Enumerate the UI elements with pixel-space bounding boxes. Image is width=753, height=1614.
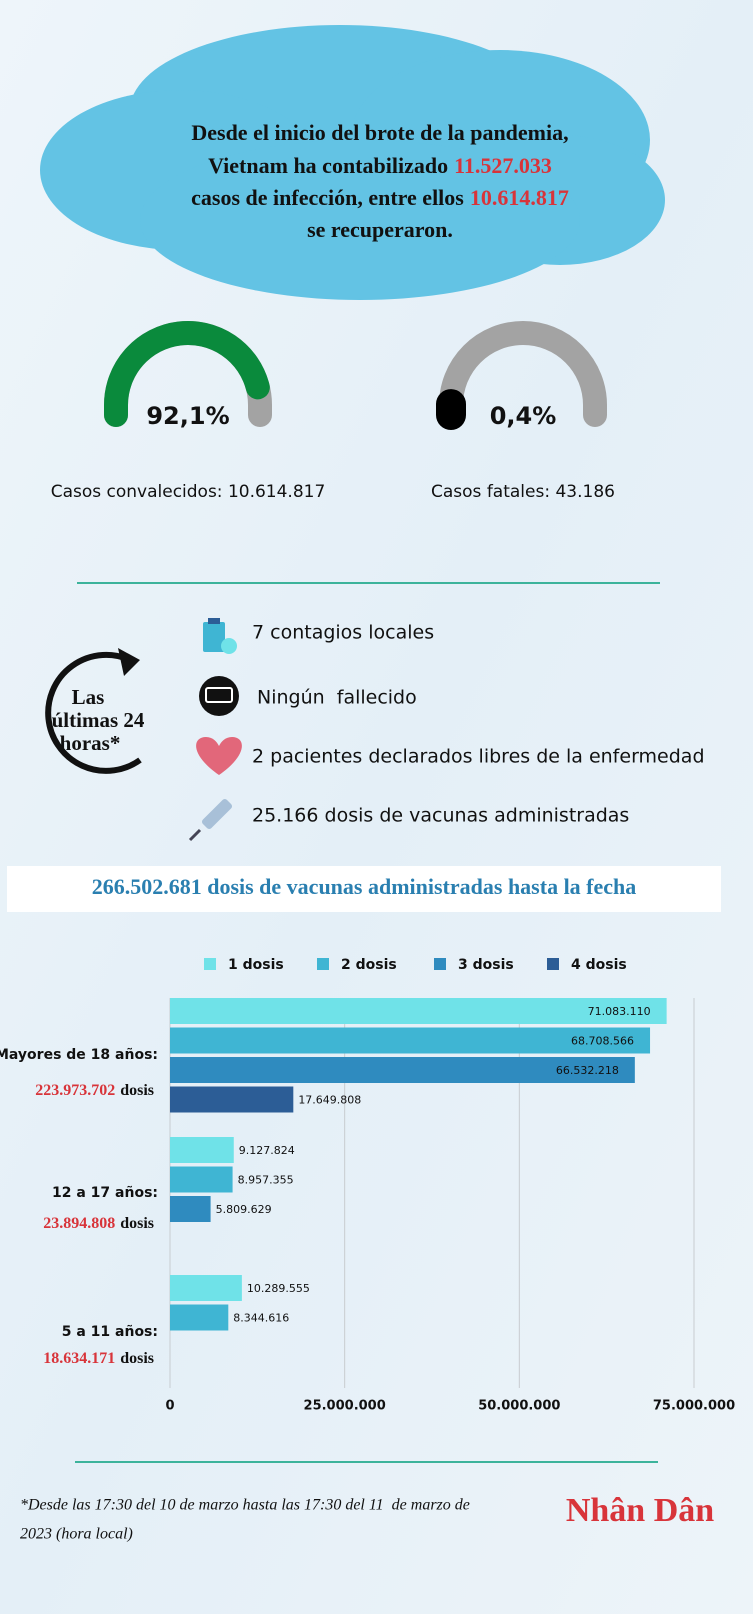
bar — [170, 1086, 294, 1113]
x-tick-label: 0 — [165, 1399, 174, 1414]
legend-swatch — [434, 958, 446, 970]
category-total: 18.634.171 dosis — [43, 1350, 154, 1367]
category-total-unit: dosis — [120, 1350, 154, 1367]
logo: Nhân Dân — [566, 1492, 714, 1529]
legend-label: 2 dosis — [341, 957, 397, 973]
banner-box — [7, 866, 721, 912]
gauge-label: 0,4% — [490, 402, 557, 430]
icon-heart — [196, 737, 242, 775]
x-tick-label: 50.000.000 — [478, 1399, 560, 1414]
gauge-caption: Casos fatales: 43.186 — [431, 482, 615, 502]
category-label: 12 a 17 años: — [52, 1185, 158, 1201]
bar — [170, 1027, 651, 1054]
category-total-unit: dosis — [120, 1082, 154, 1099]
header-line: se recuperaron. — [307, 217, 453, 242]
last24-item: 7 contagios locales — [252, 622, 434, 644]
value-label: 17.649.808 — [298, 1094, 361, 1107]
legend-swatch — [547, 958, 559, 970]
bar — [170, 1275, 242, 1301]
gauge-label: 92,1% — [146, 402, 229, 430]
value-label: 71.083.110 — [588, 1005, 651, 1018]
bar — [170, 1304, 229, 1331]
value-label: 5.809.629 — [216, 1203, 272, 1216]
header-line: Desde el inicio del brote de la pandemia… — [191, 120, 568, 145]
category-label: Mayores de 18 años: — [0, 1047, 158, 1063]
header-line: Vietnam ha contabilizado 11.527.033 — [208, 153, 552, 178]
last24-title: últimas 24 — [52, 708, 145, 732]
footnote: 2023 (hora local) — [20, 1526, 133, 1543]
bar — [170, 1196, 211, 1222]
gauge-caption: Casos convalecidos: 10.614.817 — [51, 482, 326, 502]
last24-title: Las — [72, 685, 105, 709]
last24-item: Ningún fallecido — [257, 687, 417, 709]
legend-label: 4 dosis — [571, 957, 627, 973]
bar — [170, 1057, 635, 1083]
header-line: casos de infección, entre ellos 10.614.81… — [191, 185, 569, 210]
bar — [170, 1137, 234, 1163]
category-total: 23.894.808 dosis — [43, 1215, 154, 1232]
category-total-unit: dosis — [120, 1215, 154, 1232]
banner: 266.502.681 dosis de vacunas administrad… — [92, 874, 637, 899]
legend-label: 1 dosis — [228, 957, 284, 973]
category-label: 5 a 11 años: — [62, 1324, 158, 1340]
gauge-arc — [104, 321, 270, 427]
footnote: *Desde las 17:30 del 10 de marzo hasta l… — [20, 1497, 470, 1514]
bar — [170, 998, 667, 1024]
value-label: 10.289.555 — [247, 1282, 310, 1295]
cloud — [40, 25, 665, 300]
value-label: 8.344.616 — [233, 1312, 289, 1325]
category-total-value: 23.894.808 — [43, 1215, 115, 1232]
icon-ambulance — [199, 676, 239, 716]
value-label: 8.957.355 — [238, 1174, 294, 1187]
value-label: 9.127.824 — [239, 1144, 295, 1157]
category-total: 223.973.702 dosis — [35, 1082, 154, 1099]
icon-syringe — [188, 798, 233, 842]
category-total-value: 18.634.171 — [43, 1350, 115, 1367]
legend-swatch — [204, 958, 216, 970]
category-total-value: 223.973.702 — [35, 1082, 115, 1099]
legend-swatch — [317, 958, 329, 970]
value-label: 68.708.566 — [571, 1035, 634, 1048]
x-tick-label: 75.000.000 — [653, 1399, 735, 1414]
gauge-track — [439, 321, 607, 427]
x-tick-label: 25.000.000 — [304, 1399, 386, 1414]
legend-label: 3 dosis — [458, 957, 514, 973]
last24-item: 2 pacientes declarados libres de la enfe… — [252, 746, 705, 768]
bar — [170, 1166, 233, 1193]
last24-title: horas* — [60, 731, 121, 755]
cycle-icon — [45, 648, 142, 774]
last24-item: 25.166 dosis de vacunas administradas — [252, 805, 629, 827]
value-label: 66.532.218 — [556, 1064, 619, 1077]
icon-clipboard — [203, 618, 237, 654]
